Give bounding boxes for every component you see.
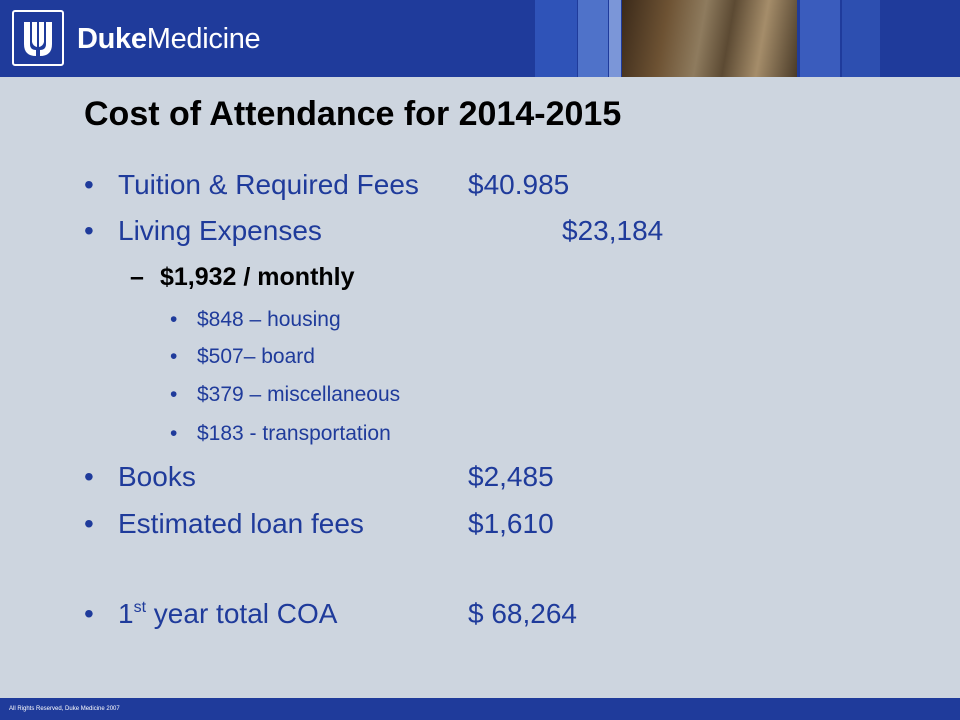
item-label: Books [118, 461, 196, 492]
item-label: $183 - transportation [197, 422, 391, 445]
item-label: Tuition & Required Fees [118, 169, 419, 200]
header-photo-strip [578, 0, 608, 77]
bullet: • [84, 598, 94, 629]
item-label: $379 – miscellaneous [197, 383, 401, 406]
slide-title: Cost of Attendance for 2014-2015 [84, 95, 622, 133]
header-chapel-photo [622, 0, 797, 77]
item-value: $40.985 [468, 169, 570, 200]
header-photo-strip [609, 0, 621, 77]
item-value: $1,610 [468, 508, 554, 539]
duke-shield-logo-icon [12, 10, 64, 66]
item-value: $23,184 [562, 215, 664, 246]
header-photo-strip [535, 0, 577, 77]
item-value: $ 68,264 [468, 598, 577, 629]
item-value: $2,485 [468, 461, 554, 492]
ordinal-suffix: st [133, 599, 147, 616]
bullet: • [170, 383, 178, 406]
item-label: $1,932 / monthly [160, 263, 355, 291]
header-photo-strip [800, 0, 840, 77]
bullet: • [84, 508, 94, 539]
dash: – [130, 263, 144, 291]
item-label: Living Expenses [118, 215, 322, 246]
bullet: • [84, 461, 94, 492]
footer-bar: All Rights Reserved, Duke Medicine 2007 [0, 698, 960, 720]
bullet: • [170, 422, 178, 445]
item-label: Estimated loan fees [118, 508, 364, 539]
bullet: • [170, 345, 178, 368]
header-bar: DukeMedicine [0, 0, 960, 77]
item-label: $507– board [197, 345, 315, 368]
bullet: • [170, 308, 178, 331]
item-label: $848 – housing [197, 308, 341, 331]
header-photo-strip [842, 0, 880, 77]
brand-regular: Medicine [146, 23, 261, 55]
bullet: • [84, 215, 94, 246]
item-label-rest: year total COA [146, 598, 338, 629]
bullet: • [84, 169, 94, 200]
item-label: 1st year total COA [118, 598, 337, 630]
copyright-text: All Rights Reserved, Duke Medicine 2007 [9, 706, 120, 712]
brand-bold: Duke [77, 23, 147, 55]
brand-name: DukeMedicine [77, 22, 261, 56]
ordinal-number: 1 [118, 598, 134, 629]
